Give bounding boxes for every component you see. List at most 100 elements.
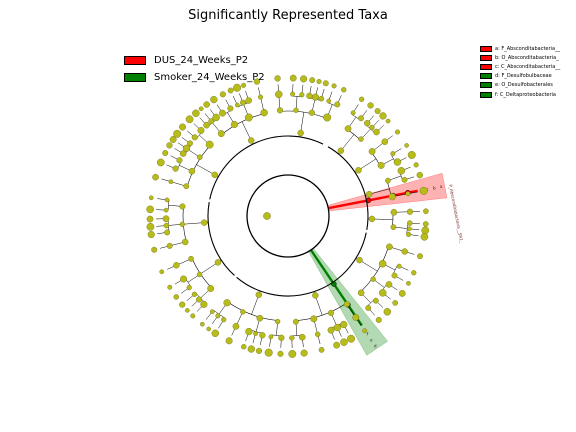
tree-node — [256, 314, 264, 322]
tree-node — [275, 318, 281, 325]
tree-node — [192, 109, 200, 117]
tree-node — [183, 183, 190, 190]
tree-node — [416, 171, 423, 179]
tree-node — [355, 167, 362, 174]
tree-node — [205, 140, 214, 149]
key-swatch — [480, 54, 492, 61]
tree-node — [179, 301, 186, 308]
tree-node — [179, 123, 187, 131]
tree-node — [386, 243, 393, 251]
tree-node — [340, 338, 348, 346]
tree-node — [334, 101, 341, 108]
tree-node — [378, 259, 387, 268]
tree-node — [214, 259, 222, 266]
tree-node — [164, 229, 171, 236]
tree-node — [379, 289, 387, 297]
key-label: b: O_Absconditabacteria_ — [495, 54, 559, 61]
tree-node — [221, 317, 227, 323]
tree-node — [390, 209, 398, 216]
tree-node — [311, 93, 319, 101]
tree-node — [260, 109, 268, 117]
tree-node — [187, 140, 193, 147]
tree-node — [274, 75, 281, 82]
tree-node — [326, 98, 332, 104]
tree-node — [356, 256, 363, 264]
tree-node — [333, 341, 340, 349]
key-swatch — [480, 91, 492, 98]
tree-node — [350, 110, 356, 116]
clade-letter: e — [370, 339, 373, 344]
tree-node — [406, 280, 411, 286]
clade-outer-label: P_Absconditabacteria__SR1_ — [448, 184, 464, 244]
tree-node — [197, 127, 205, 134]
key-swatch — [480, 45, 492, 52]
tree-node — [369, 124, 375, 131]
tree-node — [312, 292, 319, 299]
tree-node — [278, 334, 285, 341]
tree-node — [401, 248, 408, 255]
tree-node — [196, 296, 203, 303]
tree-node — [393, 158, 402, 166]
tree-node — [341, 87, 347, 93]
tree-node — [365, 304, 372, 311]
tree-node — [405, 191, 411, 197]
tree-node — [241, 344, 247, 350]
tree-node — [377, 161, 385, 169]
tree-node — [411, 270, 417, 276]
tree-node — [259, 332, 266, 339]
tree-arc — [209, 135, 324, 200]
tree-node — [275, 90, 283, 99]
chart-title: Significantly Represented Taxa — [188, 8, 388, 23]
tree-arc — [207, 202, 235, 276]
root-node — [263, 212, 271, 220]
tree-node — [185, 308, 190, 313]
tree-node — [179, 150, 187, 157]
tree-node — [292, 318, 299, 325]
tree-node — [159, 269, 165, 275]
tree-node — [397, 167, 406, 175]
tree-node — [420, 233, 429, 241]
tree-node — [268, 334, 274, 340]
tree-node — [219, 109, 226, 117]
tree-arc — [327, 146, 369, 208]
tree-node — [208, 118, 215, 125]
key-swatch — [480, 73, 492, 80]
tree-node — [290, 91, 296, 97]
tree-node — [245, 97, 252, 104]
tree-node — [258, 94, 264, 100]
tree-node — [203, 121, 210, 129]
tree-node — [368, 148, 376, 155]
tree-node — [219, 91, 226, 98]
tree-node — [298, 333, 306, 341]
tree-node — [233, 83, 242, 92]
tree-node — [293, 107, 299, 113]
tree-node — [210, 96, 218, 104]
legend-swatch-smoker — [124, 73, 146, 82]
tree-node — [310, 315, 318, 323]
key-swatch — [480, 63, 492, 70]
tree-node — [264, 348, 273, 357]
tree-node — [196, 154, 203, 161]
tree-node — [163, 222, 170, 229]
tree-node — [309, 77, 316, 84]
tree-node — [173, 294, 179, 300]
tree-node — [201, 219, 208, 226]
tree-node — [211, 171, 218, 179]
legend-label-smoker: Smoker_24_Weeks_P2 — [154, 72, 265, 83]
tree-node — [223, 299, 231, 307]
tree-node — [388, 193, 396, 201]
tree-node — [383, 308, 392, 316]
tree-node — [191, 134, 198, 141]
tree-node — [227, 87, 234, 94]
tree-node — [340, 320, 348, 329]
tree-node — [385, 281, 393, 288]
key-item: e: O_Desulfobacterales — [480, 81, 560, 90]
tree-node — [306, 92, 313, 100]
tree-node — [390, 224, 397, 230]
key-item: a: F_Absconditabacteria__ — [480, 44, 560, 53]
tree-node — [217, 130, 225, 138]
tree-node — [277, 350, 284, 357]
tree-node — [413, 162, 419, 168]
tree-node — [200, 300, 208, 308]
